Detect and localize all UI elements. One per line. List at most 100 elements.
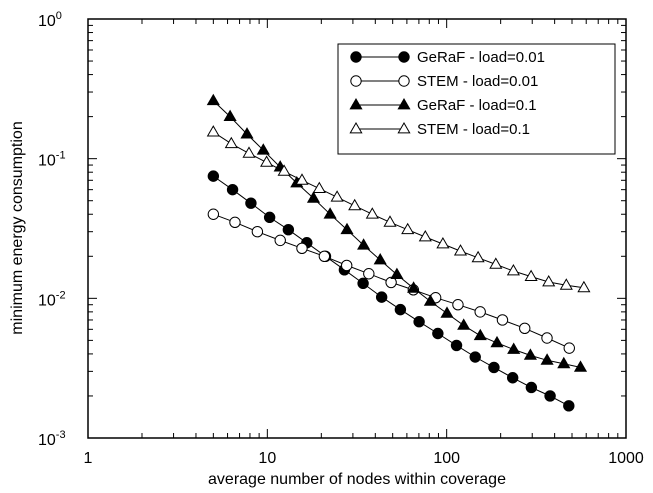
data-point-series-3: [383, 215, 397, 227]
data-point-series-3: [542, 274, 556, 287]
legend-marker: [397, 97, 411, 110]
data-point-series-2: [423, 294, 437, 306]
data-point-series-3: [436, 236, 450, 249]
data-point-series-3: [577, 280, 591, 293]
data-point-series-0: [394, 303, 407, 316]
data-point-series-1: [207, 208, 220, 220]
data-point-series-3: [348, 198, 362, 211]
data-point-series-1: [496, 314, 509, 326]
data-point-series-2: [507, 342, 521, 354]
data-point-series-3: [224, 136, 238, 149]
data-point-series-2: [256, 143, 270, 155]
data-point-series-1: [274, 234, 286, 247]
data-point-series-0: [245, 197, 257, 209]
data-point-series-2: [357, 238, 371, 250]
tick-labels: 1 10 100 1000 10-3 10-2 10-1 100: [38, 10, 644, 467]
data-point-series-3: [365, 207, 379, 219]
data-point-series-0: [563, 400, 575, 412]
data-point-series-3: [312, 181, 326, 193]
legend-marker: [398, 51, 410, 63]
data-point-series-2: [473, 328, 487, 341]
legend-label: GeRaF - load=0.1: [417, 97, 537, 114]
data-point-series-1: [385, 276, 397, 289]
y-axis-label: minimum energy consumption: [9, 121, 26, 334]
data-point-series-1: [229, 216, 241, 229]
data-point-series-3: [206, 125, 220, 137]
series-line-3: [213, 131, 584, 289]
data-point-series-2: [540, 353, 554, 365]
data-point-series-1: [318, 250, 331, 262]
data-point-series-3: [471, 250, 485, 263]
x-axis-label: average number of nodes within coverage: [208, 471, 506, 488]
data-point-series-1: [519, 322, 531, 335]
data-point-series-2: [457, 318, 471, 330]
x-tick-label: 1000: [608, 450, 644, 467]
data-point-series-2: [373, 252, 387, 265]
data-point-series-1: [340, 259, 353, 272]
y-tick-label: 10-1: [38, 150, 66, 170]
data-point-series-0: [375, 291, 388, 303]
data-point-series-1: [541, 332, 553, 344]
x-tick-label: 10: [258, 450, 276, 467]
legend-marker: [398, 75, 410, 87]
data-point-series-3: [418, 229, 432, 242]
data-point-series-0: [506, 372, 519, 384]
data-point-series-0: [207, 170, 220, 182]
data-point-series-0: [488, 361, 500, 374]
plot-frame: [87, 18, 627, 439]
data-point-series-3: [295, 173, 309, 185]
series-line-0: [213, 175, 570, 407]
y-tick-label: 10-3: [38, 429, 66, 449]
data-point-series-3: [242, 146, 256, 158]
data-point-series-2: [323, 207, 337, 219]
data-point-series-3: [559, 278, 573, 290]
data-point-series-1: [296, 242, 308, 255]
data-point-series-3: [330, 190, 344, 202]
data-point-series-2: [223, 109, 237, 121]
series-markers: [206, 93, 591, 412]
data-point-series-3: [489, 257, 503, 269]
data-point-series-2: [557, 356, 571, 369]
y-tick-label: 100: [38, 10, 62, 30]
legend-marker: [349, 121, 363, 134]
data-point-series-0: [525, 381, 538, 394]
data-point-series-1: [474, 306, 486, 318]
data-point-series-0: [263, 211, 276, 224]
data-point-series-0: [450, 339, 463, 352]
legend-marker: [350, 75, 362, 87]
legend-label: STEM - load=0.1: [417, 121, 530, 138]
data-point-series-3: [277, 164, 291, 176]
data-point-series-1: [452, 299, 464, 311]
data-point-series-0: [544, 390, 556, 402]
legend-label: STEM - load=0.01: [417, 73, 538, 90]
data-point-series-2: [206, 93, 220, 106]
data-point-series-3: [260, 155, 274, 167]
data-point-series-2: [440, 306, 454, 318]
data-point-series-0: [282, 224, 295, 236]
data-point-series-2: [390, 267, 404, 279]
data-point-series-0: [469, 351, 481, 363]
axis-ticks: [87, 19, 626, 439]
data-point-series-3: [401, 222, 415, 235]
data-point-series-0: [413, 316, 425, 328]
data-point-series-2: [407, 281, 421, 293]
legend-marker: [397, 121, 411, 134]
data-point-series-1: [251, 225, 264, 238]
data-point-series-3: [524, 269, 538, 281]
data-point-series-2: [573, 360, 588, 372]
x-tick-label: 100: [433, 450, 460, 467]
data-point-series-1: [563, 342, 575, 354]
data-point-series-2: [240, 127, 254, 139]
data-point-series-2: [340, 222, 354, 235]
legend-label: GeRaF - load=0.01: [417, 49, 545, 66]
data-point-series-1: [363, 268, 375, 280]
data-point-series-0: [357, 277, 369, 290]
data-point-series-3: [506, 263, 520, 276]
data-point-series-2: [306, 191, 321, 203]
legend-marker: [349, 97, 363, 110]
data-point-series-0: [226, 183, 239, 196]
legend-marker: [350, 51, 362, 63]
y-tick-label: 10-2: [38, 289, 66, 309]
legend-box: [337, 43, 616, 155]
